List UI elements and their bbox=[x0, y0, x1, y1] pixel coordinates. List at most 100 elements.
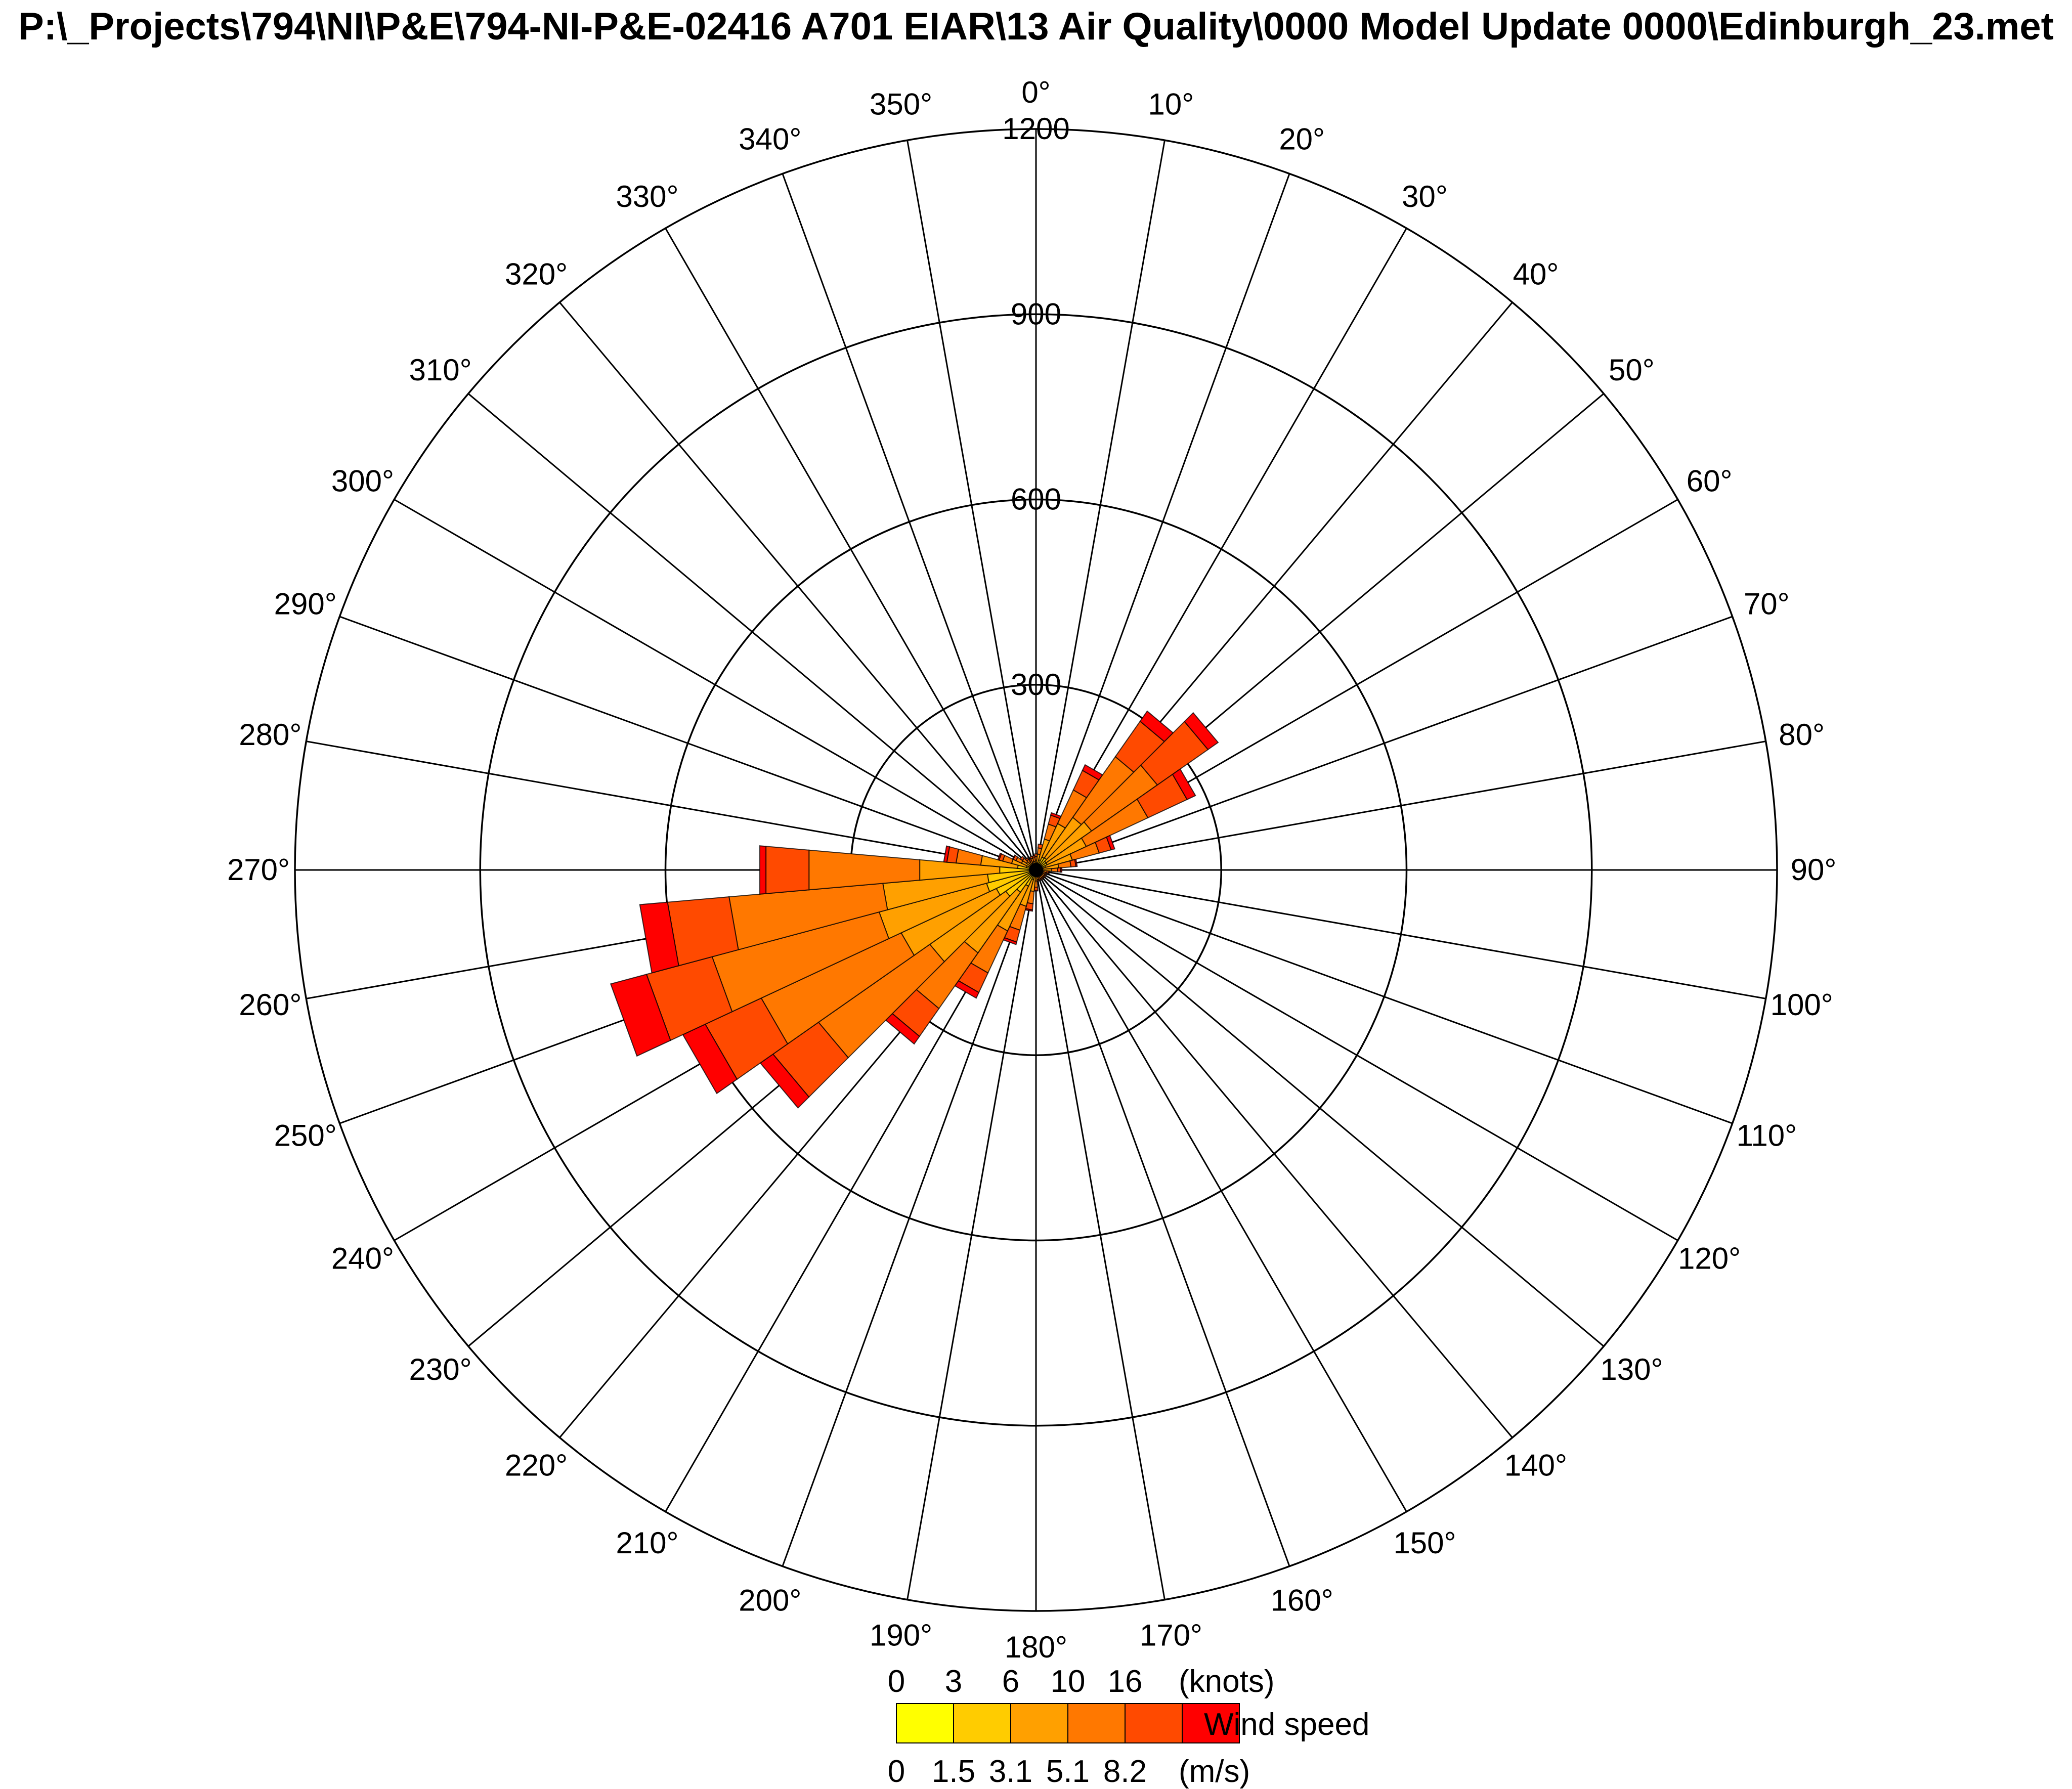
grid-spoke bbox=[782, 869, 1037, 1567]
grid-spoke bbox=[394, 499, 1037, 871]
legend-swatch bbox=[896, 1703, 954, 1743]
legend: 0 3 6 10 16 (knots) Wind speed 0 1.5 3.1 5.1 8.2… bbox=[888, 1664, 1370, 1789]
direction-label: 220° bbox=[505, 1448, 568, 1482]
rose-bar-segment bbox=[1019, 855, 1025, 861]
legend-knots-label: 16 bbox=[1108, 1664, 1143, 1699]
rose-bar-segment bbox=[639, 901, 679, 974]
rose-bar-segment bbox=[1031, 855, 1035, 859]
direction-label: 150° bbox=[1393, 1526, 1456, 1560]
rose-bar-segment bbox=[1060, 867, 1063, 873]
grid-spoke bbox=[1035, 869, 1733, 1124]
legend-knots-label: 10 bbox=[1051, 1664, 1086, 1699]
rose-bar-segment bbox=[1012, 854, 1016, 860]
radial-tick-label: 900 bbox=[1011, 297, 1061, 331]
direction-label: 10° bbox=[1148, 87, 1194, 121]
legend-knots-unit: (knots) bbox=[1179, 1664, 1274, 1699]
direction-label: 260° bbox=[239, 988, 301, 1022]
radial-tick-label: 1200 bbox=[1002, 112, 1069, 146]
rose-bar-segment bbox=[759, 845, 767, 895]
calm-dot bbox=[1029, 863, 1043, 877]
direction-label: 60° bbox=[1687, 464, 1733, 498]
legend-ms-label: 8.2 bbox=[1103, 1754, 1147, 1789]
rose-bar-segment bbox=[1172, 768, 1196, 800]
direction-label: 250° bbox=[274, 1119, 337, 1153]
rose-bar-segment bbox=[1074, 858, 1078, 867]
direction-label: 30° bbox=[1402, 180, 1448, 213]
legend-ms-labels: 0 1.5 3.1 5.1 8.2 bbox=[888, 1754, 1147, 1789]
direction-label: 210° bbox=[616, 1526, 678, 1560]
direction-labels: 0° 10° 20° 30° 40° 50° 60° 70° 80° 90° 100° 110° 120… bbox=[227, 75, 1836, 1664]
rose-bar-segment bbox=[1184, 712, 1219, 751]
legend-knots-label: 0 bbox=[888, 1664, 905, 1699]
direction-label: 300° bbox=[331, 464, 394, 498]
direction-label: 270° bbox=[227, 853, 290, 887]
wind-rose-bars bbox=[610, 710, 1219, 1109]
direction-label: 180° bbox=[1005, 1630, 1067, 1664]
direction-label: 350° bbox=[870, 87, 932, 121]
direction-label: 330° bbox=[616, 180, 678, 213]
grid-spoke bbox=[1035, 869, 1605, 1347]
direction-label: 280° bbox=[239, 718, 301, 752]
direction-label: 70° bbox=[1744, 587, 1790, 621]
grid-spoke bbox=[1035, 740, 1766, 871]
direction-label: 80° bbox=[1779, 718, 1825, 752]
legend-ms-label: 1.5 bbox=[932, 1754, 975, 1789]
direction-label: 120° bbox=[1678, 1242, 1741, 1276]
legend-knots-label: 3 bbox=[945, 1664, 962, 1699]
legend-swatch bbox=[1125, 1703, 1183, 1743]
direction-label: 110° bbox=[1736, 1119, 1797, 1153]
grid-spoke bbox=[782, 173, 1037, 870]
legend-ms-label: 0 bbox=[888, 1754, 905, 1789]
grid-spoke bbox=[665, 228, 1037, 870]
grid-spoke bbox=[1035, 228, 1407, 870]
direction-label: 160° bbox=[1271, 1583, 1333, 1617]
grid-spoke bbox=[906, 869, 1037, 1600]
grid-spoke bbox=[1035, 173, 1290, 870]
direction-label: 320° bbox=[505, 257, 568, 291]
rose-bar-segment bbox=[943, 845, 951, 863]
direction-label: 310° bbox=[409, 353, 472, 387]
grid-spoke bbox=[339, 616, 1037, 871]
direction-label: 200° bbox=[739, 1583, 801, 1617]
radial-tick-labels: 300 600 900 1200 bbox=[1002, 112, 1069, 702]
direction-label: 50° bbox=[1609, 353, 1655, 387]
direction-label: 0° bbox=[1021, 75, 1050, 109]
grid-spoke bbox=[906, 140, 1037, 870]
polar-grid bbox=[294, 128, 1778, 1612]
direction-label: 90° bbox=[1791, 853, 1837, 887]
radial-tick-label: 600 bbox=[1011, 483, 1061, 516]
rose-bar-segment bbox=[1024, 857, 1029, 862]
calm-center-marker bbox=[1029, 863, 1043, 877]
grid-spoke bbox=[1035, 869, 1678, 1241]
radial-tick-label: 300 bbox=[1011, 668, 1061, 702]
rose-bar-segment bbox=[1048, 870, 1050, 875]
legend-swatch bbox=[953, 1703, 1011, 1743]
rose-bar-segment bbox=[1051, 867, 1058, 872]
grid-spoke bbox=[1035, 140, 1166, 870]
rose-bar-segment bbox=[955, 848, 983, 866]
direction-label: 140° bbox=[1504, 1448, 1567, 1482]
rose-bar-segment bbox=[997, 852, 1002, 861]
direction-label: 130° bbox=[1600, 1352, 1663, 1386]
rose-bar-segment bbox=[1106, 835, 1115, 851]
legend-swatch bbox=[1010, 1703, 1068, 1743]
legend-ms-label: 3.1 bbox=[989, 1754, 1032, 1789]
grid-spoke bbox=[1035, 869, 1766, 999]
direction-label: 340° bbox=[739, 122, 801, 156]
grid-spoke bbox=[559, 301, 1037, 870]
direction-label: 230° bbox=[409, 1352, 472, 1386]
legend-knots-label: 6 bbox=[1002, 1664, 1019, 1699]
legend-ms-unit: (m/s) bbox=[1179, 1754, 1250, 1789]
rose-bar-segment bbox=[765, 846, 810, 894]
grid-spoke bbox=[1035, 869, 1513, 1438]
direction-label: 290° bbox=[274, 587, 337, 621]
direction-label: 170° bbox=[1140, 1619, 1202, 1652]
direction-label: 100° bbox=[1771, 988, 1833, 1022]
grid-spoke bbox=[1035, 869, 1290, 1567]
legend-knots-labels: 0 3 6 10 16 bbox=[888, 1664, 1143, 1699]
grid-spoke bbox=[1035, 869, 1407, 1512]
legend-swatch bbox=[1067, 1703, 1126, 1743]
legend-title: Wind speed bbox=[1204, 1707, 1369, 1742]
legend-ms-label: 5.1 bbox=[1046, 1754, 1090, 1789]
